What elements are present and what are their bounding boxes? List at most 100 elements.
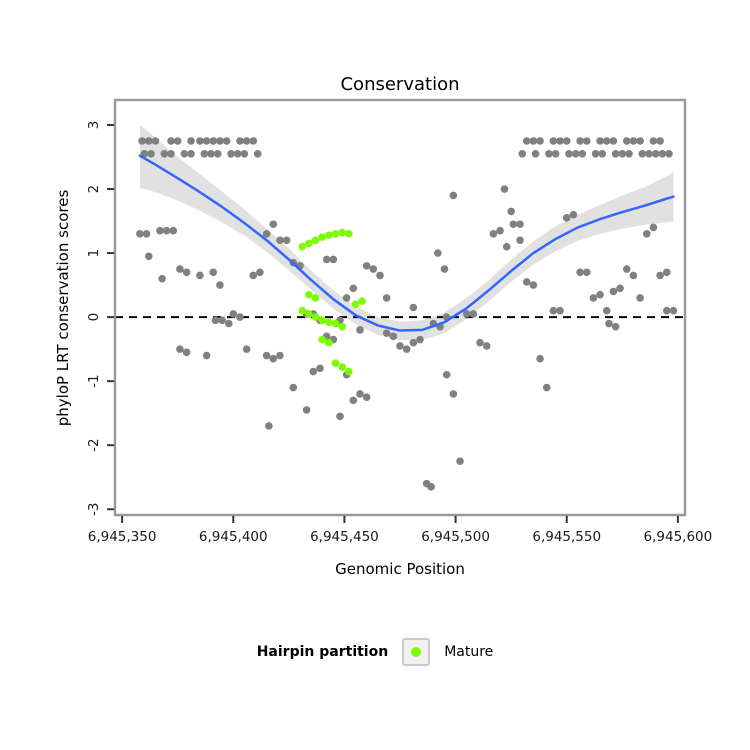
y-tick-label: 2 bbox=[86, 185, 102, 194]
data-point-gray bbox=[549, 306, 558, 315]
data-point-gray bbox=[142, 230, 151, 238]
x-axis-label: Genomic Position bbox=[335, 560, 465, 578]
data-point-gray bbox=[202, 137, 211, 145]
data-point-gray bbox=[262, 230, 271, 238]
data-point-gray bbox=[329, 255, 338, 264]
x-tick-label: 6,945,500 bbox=[421, 529, 490, 545]
mature-dot-icon bbox=[411, 647, 422, 657]
data-point-gray bbox=[440, 265, 449, 273]
data-point-gray bbox=[571, 149, 580, 158]
data-point-gray bbox=[236, 137, 244, 145]
data-point-gray bbox=[605, 319, 613, 328]
data-point-gray bbox=[616, 284, 624, 293]
data-point-gray bbox=[656, 137, 664, 145]
data-point-gray bbox=[496, 226, 504, 235]
y-tick-label: 1 bbox=[86, 249, 102, 258]
data-point-gray bbox=[202, 351, 211, 360]
data-point-mature bbox=[318, 233, 326, 241]
data-point-gray bbox=[622, 137, 631, 145]
data-point-gray bbox=[213, 149, 222, 158]
data-point-mature bbox=[305, 290, 313, 299]
data-point-gray bbox=[222, 137, 231, 145]
data-point-gray bbox=[416, 335, 424, 344]
data-point-gray bbox=[356, 326, 364, 334]
data-point-gray bbox=[167, 137, 175, 145]
data-point-gray bbox=[349, 396, 358, 405]
data-point-mature bbox=[331, 319, 340, 328]
data-point-gray bbox=[611, 322, 620, 331]
data-point-gray bbox=[207, 149, 215, 158]
data-point-gray bbox=[173, 137, 182, 145]
data-point-gray bbox=[602, 306, 611, 315]
data-point-gray bbox=[442, 370, 451, 379]
data-point-mature bbox=[338, 228, 346, 237]
data-point-mature bbox=[318, 335, 326, 344]
data-point-gray bbox=[187, 149, 195, 158]
data-point-gray bbox=[611, 149, 620, 158]
y-tick-label: -3 bbox=[86, 503, 102, 516]
data-point-gray bbox=[136, 230, 144, 238]
data-point-gray bbox=[158, 274, 166, 283]
data-point-gray bbox=[180, 149, 189, 158]
data-point-gray bbox=[542, 383, 551, 392]
data-point-gray bbox=[151, 137, 160, 145]
data-point-gray bbox=[249, 271, 258, 280]
data-point-mature bbox=[298, 306, 306, 315]
data-point-gray bbox=[309, 367, 318, 376]
data-point-gray bbox=[662, 268, 671, 277]
data-point-gray bbox=[576, 137, 584, 145]
data-point-gray bbox=[211, 316, 220, 325]
data-point-gray bbox=[169, 226, 178, 235]
data-point-gray bbox=[576, 268, 584, 277]
data-point-gray bbox=[167, 149, 175, 158]
legend: Hairpin partition Mature bbox=[0, 638, 750, 666]
data-point-gray bbox=[651, 149, 660, 158]
x-tick-label: 6,945,350 bbox=[88, 529, 157, 545]
data-point-gray bbox=[509, 220, 518, 229]
data-point-mature bbox=[311, 294, 320, 302]
data-point-gray bbox=[551, 149, 560, 158]
data-point-gray bbox=[529, 137, 538, 145]
data-point-mature bbox=[311, 236, 320, 245]
data-point-gray bbox=[449, 390, 458, 398]
data-point-gray bbox=[402, 345, 411, 353]
y-tick-label: -2 bbox=[86, 438, 102, 451]
data-point-gray bbox=[382, 329, 391, 337]
data-point-mature bbox=[305, 310, 313, 318]
data-point-gray bbox=[242, 137, 251, 145]
y-tick-label: 3 bbox=[86, 121, 102, 130]
data-point-gray bbox=[636, 137, 644, 145]
data-point-gray bbox=[582, 137, 591, 145]
data-point-gray bbox=[578, 149, 587, 158]
x-tick-label: 6,945,400 bbox=[199, 529, 268, 545]
data-point-gray bbox=[669, 306, 678, 315]
data-point-mature bbox=[311, 313, 320, 321]
data-point-gray bbox=[645, 149, 653, 158]
data-point-gray bbox=[336, 412, 344, 421]
data-point-gray bbox=[658, 149, 667, 158]
data-point-gray bbox=[516, 220, 524, 229]
data-point-mature bbox=[358, 297, 367, 305]
data-point-gray bbox=[531, 149, 540, 158]
data-point-gray bbox=[242, 345, 251, 353]
data-point-mature bbox=[298, 242, 306, 251]
data-point-gray bbox=[356, 390, 364, 398]
data-point-gray bbox=[609, 287, 618, 296]
data-point-gray bbox=[389, 332, 398, 341]
data-point-gray bbox=[556, 306, 564, 315]
data-point-gray bbox=[536, 137, 544, 145]
data-point-mature bbox=[325, 318, 333, 327]
data-point-gray bbox=[249, 137, 258, 145]
data-point-gray bbox=[462, 310, 471, 318]
data-point-gray bbox=[502, 242, 511, 251]
data-point-gray bbox=[269, 220, 278, 229]
data-point-gray bbox=[427, 483, 435, 491]
data-point-mature bbox=[331, 359, 340, 368]
data-point-gray bbox=[144, 252, 153, 261]
data-point-gray bbox=[409, 303, 418, 312]
data-point-gray bbox=[636, 294, 644, 302]
data-point-gray bbox=[569, 210, 578, 219]
data-point-gray bbox=[518, 149, 527, 158]
